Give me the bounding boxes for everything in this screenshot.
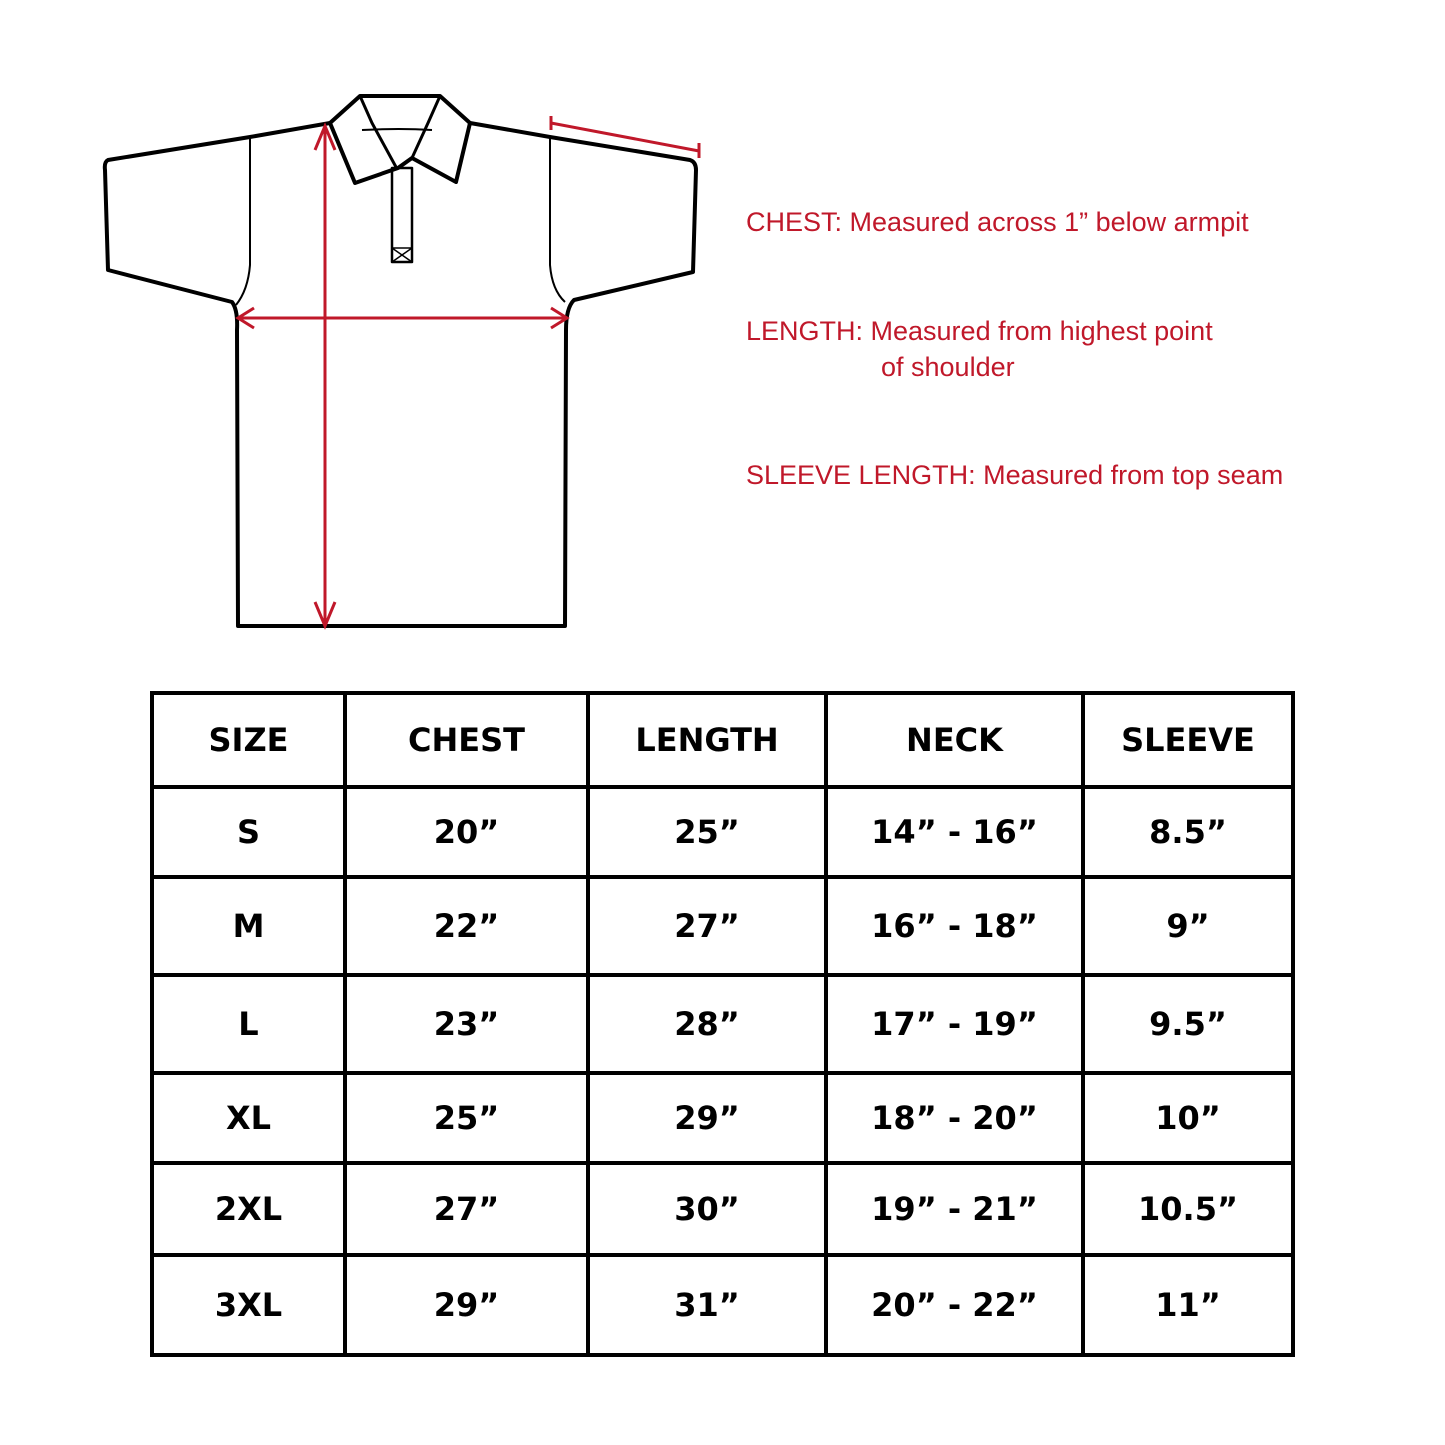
cell-length: 31” [586, 1253, 828, 1357]
chest-note: CHEST: Measured across 1” below armpit [746, 207, 1249, 237]
table-row: XL 25” 29” 18” - 20” 10” [150, 1071, 1295, 1165]
sleeve-note: SLEEVE LENGTH: Measured from top seam [746, 460, 1284, 490]
header-neck: NECK [824, 691, 1085, 789]
polo-shirt-diagram [102, 94, 701, 630]
cell-neck: 18” - 20” [824, 1071, 1085, 1165]
cell-length: 28” [586, 973, 828, 1075]
collar [328, 94, 472, 185]
cell-neck: 19” - 21” [824, 1161, 1085, 1257]
cell-sleeve: 9.5” [1081, 973, 1295, 1075]
cell-sleeve: 10.5” [1081, 1161, 1295, 1257]
placket [390, 166, 414, 264]
cell-sleeve: 8.5” [1081, 785, 1295, 879]
cell-sleeve: 10” [1081, 1071, 1295, 1165]
length-note: LENGTH: Measured from highest point of s… [746, 313, 1213, 385]
length-note-line1: LENGTH: Measured from highest point [746, 316, 1213, 346]
cell-length: 29” [586, 1071, 828, 1165]
cell-size: 3XL [150, 1253, 347, 1357]
cell-chest: 20” [343, 785, 590, 879]
cell-size: XL [150, 1071, 347, 1165]
measurement-arrows [235, 116, 701, 630]
cell-sleeve: 11” [1081, 1253, 1295, 1357]
cell-neck: 16” - 18” [824, 875, 1085, 977]
cell-length: 25” [586, 785, 828, 879]
cell-chest: 22” [343, 875, 590, 977]
table-row: 3XL 29” 31” 20” - 22” 11” [150, 1253, 1295, 1357]
cell-size: 2XL [150, 1161, 347, 1257]
cell-length: 27” [586, 875, 828, 977]
size-chart-table: SIZE CHEST LENGTH NECK SLEEVE S 20” 25” 14”… [150, 691, 1295, 1357]
cell-length: 30” [586, 1161, 828, 1257]
cell-size: M [150, 875, 347, 977]
cell-size: L [150, 973, 347, 1075]
cell-sleeve: 9” [1081, 875, 1295, 977]
cell-neck: 20” - 22” [824, 1253, 1085, 1357]
length-arrow [313, 122, 337, 630]
sleeve-length-marker [549, 116, 701, 158]
header-length: LENGTH [586, 691, 828, 789]
cell-size: S [150, 785, 347, 879]
table-row: M 22” 27” 16” - 18” 9” [150, 875, 1295, 977]
cell-neck: 17” - 19” [824, 973, 1085, 1075]
cell-chest: 27” [343, 1161, 590, 1257]
cell-chest: 25” [343, 1071, 590, 1165]
header-size: SIZE [150, 691, 347, 789]
cell-neck: 14” - 16” [824, 785, 1085, 879]
header-sleeve: SLEEVE [1081, 691, 1295, 789]
shirt-outline [102, 121, 698, 628]
table-header-row: SIZE CHEST LENGTH NECK SLEEVE [150, 691, 1295, 789]
length-note-line2: of shoulder [881, 352, 1015, 382]
header-chest: CHEST [343, 691, 590, 789]
table-row: L 23” 28” 17” - 19” 9.5” [150, 973, 1295, 1075]
cell-chest: 29” [343, 1253, 590, 1357]
table-row: S 20” 25” 14” - 16” 8.5” [150, 785, 1295, 879]
chest-arrow [235, 306, 570, 330]
cell-chest: 23” [343, 973, 590, 1075]
table-row: 2XL 27” 30” 19” - 21” 10.5” [150, 1161, 1295, 1257]
